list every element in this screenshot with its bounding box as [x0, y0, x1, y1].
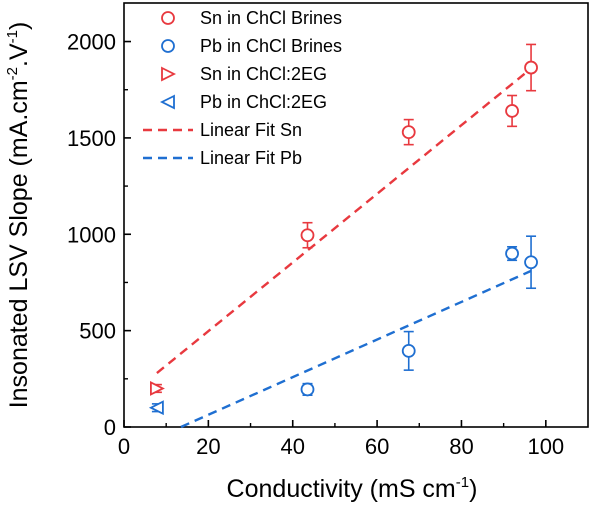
legend-marker — [161, 39, 175, 53]
data-point — [300, 228, 315, 243]
data-point — [524, 255, 538, 270]
legend-marker — [161, 11, 175, 25]
legend-label: Pb in ChCl:2EG — [200, 92, 327, 112]
fit-line — [156, 67, 532, 374]
data-point — [401, 343, 416, 358]
y-tick-label: 0 — [104, 415, 116, 440]
fit-line — [180, 269, 532, 429]
y-tick-label: 500 — [79, 319, 116, 344]
x-tick-label: 80 — [449, 434, 473, 459]
data-points — [148, 43, 538, 416]
x-axis-title: Conductivity (mS cm-1) — [227, 474, 478, 503]
data-point — [505, 104, 519, 118]
fit-lines — [156, 67, 532, 429]
plot-frame — [123, 2, 589, 428]
legend-label: Pb in ChCl Brines — [200, 36, 342, 56]
x-tick-label: 20 — [196, 434, 220, 459]
y-axis-title: Insonated LSV Slope (mA.cm-2.V-1) — [4, 22, 33, 409]
data-point — [148, 400, 164, 416]
legend-label: Linear Fit Pb — [200, 148, 302, 168]
legend: Sn in ChCl Brines Pb in ChCl Brines Sn in … — [143, 8, 342, 168]
data-point — [505, 246, 519, 261]
legend-marker — [161, 66, 177, 82]
x-tick-label: 100 — [527, 434, 564, 459]
y-tick-label: 1000 — [67, 222, 116, 247]
legend-marker — [159, 94, 175, 110]
data-point — [524, 60, 538, 75]
x-tick-label: 60 — [365, 434, 389, 459]
data-point — [401, 125, 416, 140]
x-tick-label: 0 — [118, 434, 130, 459]
y-tick-label: 2000 — [67, 30, 116, 55]
data-point — [150, 380, 165, 396]
y-tick-label: 1500 — [67, 126, 116, 151]
legend-label: Sn in ChCl:2EG — [200, 64, 327, 84]
legend-label: Linear Fit Sn — [200, 120, 302, 140]
legend-label: Sn in ChCl Brines — [200, 8, 342, 28]
x-tick-label: 40 — [280, 434, 304, 459]
data-point — [300, 382, 315, 397]
